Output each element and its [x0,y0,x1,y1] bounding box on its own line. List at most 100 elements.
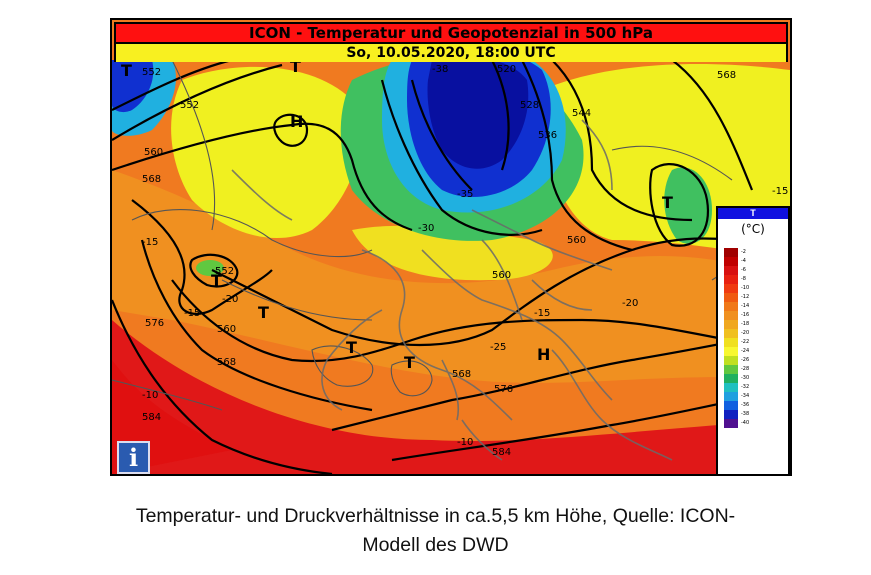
legend-tick-label: -2 [741,249,746,255]
legend-swatch: -38 [724,410,749,419]
low-pressure-label: T [258,303,269,322]
legend-swatch: -34 [724,392,749,401]
contour-label: 552 [142,67,161,78]
legend-tick-label: -34 [741,393,750,399]
caption-line-2: Modell des DWD [362,534,509,556]
legend-swatch: -16 [724,311,749,320]
contour-label: -15 [142,237,158,248]
contour-label: 560 [217,324,236,335]
contour-label: -20 [222,294,238,305]
cold-corner-nw-inner [112,60,154,113]
dark-blue-zone [427,56,529,169]
contour-label: 568 [217,357,236,368]
legend-swatch: -40 [724,419,749,428]
legend-header: T [718,208,788,219]
contour-label: -10 [457,437,473,448]
legend-tick-label: -32 [741,384,750,390]
green-zone-east [664,167,712,244]
map-title-bar: ICON - Temperatur und Geopotenzial in 50… [114,22,788,62]
contour-label: -35 [457,189,473,200]
yellow-zone-central [352,225,553,281]
contour-label: 568 [717,70,736,81]
legend-tick-label: -36 [741,402,750,408]
yellow-zone-north [171,66,360,239]
contour-label: 568 [142,174,161,185]
contour-label: -38 [432,64,448,75]
legend-swatch: -36 [724,401,749,410]
contour-label: 544 [572,108,591,119]
contour-label: 584 [142,412,161,423]
legend-swatch: -18 [724,320,749,329]
contour-label: 568 [452,369,471,380]
contour-label: -15 [184,308,200,319]
weather-map: T H T T T T T H T 552 552 560 568 -15 552 -20 -1… [112,20,790,474]
legend-tick-label: -10 [741,285,750,291]
contour-label: 552 [215,266,234,277]
legend-swatch: -2 [724,248,746,257]
contour-label: -15 [534,308,550,319]
legend-swatch: -10 [724,284,749,293]
figure-caption: Temperatur- und Druckverhältnisse in ca.… [0,502,871,560]
weather-map-frame: T H T T T T T H T 552 552 560 568 -15 552 -20 -1… [110,18,792,476]
legend-swatch: -14 [724,302,749,311]
contour-label: 536 [538,130,557,141]
contour-label: -15 [772,186,788,197]
high-pressure-label: H [537,345,550,364]
legend-tick-label: -4 [741,258,746,264]
temperature-legend: T (°C) -2 -4 -6 -8 -10 -12 -14 -16 -18 -20 -22 -24-… [716,206,790,474]
low-pressure-label: T [121,61,132,80]
legend-tick-label: -38 [741,411,750,417]
contour-label: 576 [494,384,513,395]
country-borders [231,119,673,461]
map-title: ICON - Temperatur und Geopotenzial in 50… [116,24,786,42]
low-pressure-label: T [290,57,301,76]
contour-label: 528 [520,100,539,111]
legend-swatch: -32 [724,383,749,392]
low-pressure-label: T [404,353,415,372]
legend-tick-label: -20 [741,330,750,336]
legend-tick-label: -18 [741,321,750,327]
contour-label: -25 [490,342,506,353]
contour-label: 584 [492,447,511,458]
legend-swatch: -26 [724,356,749,365]
orange-zone [112,170,790,383]
low-pressure-label: T [346,338,357,357]
legend-tick-label: -28 [741,366,750,372]
legend-tick-label: -8 [741,276,746,282]
pressure-system-labels: T H T T T T T H T [121,57,673,372]
red-zone-south [112,320,790,474]
legend-tick-label: -22 [741,339,750,345]
high-pressure-label: H [290,112,303,131]
legend-tick-label: -24 [741,348,750,354]
legend-tick-label: -40 [741,420,750,426]
legend-swatch: -20 [724,329,749,338]
legend-swatch: -24 [724,347,749,356]
contour-label: 560 [492,270,511,281]
info-button[interactable]: i [117,441,150,474]
legend-swatch: -12 [724,293,749,302]
legend-tick-label: -16 [741,312,750,318]
contour-label: -20 [622,298,638,309]
legend-tick-label: -12 [741,294,750,300]
legend-color-scale: -2 -4 -6 -8 -10 -12 -14 -16 -18 -20 -22 -24 -26 -28 -3… [724,248,749,428]
contour-label: 560 [567,235,586,246]
legend-tick-label: -30 [741,375,750,381]
contour-label: -10 [142,390,158,401]
legend-tick-label: -14 [741,303,750,309]
map-datetime: So, 10.05.2020, 18:00 UTC [116,42,786,62]
contour-label: 520 [497,64,516,75]
low-pressure-label: T [662,193,673,212]
legend-tick-label: -6 [741,267,746,273]
contour-label: 552 [180,100,199,111]
caption-line-1: Temperatur- und Druckverhältnisse in ca.… [135,505,736,527]
legend-unit: (°C) [741,222,765,236]
low-pressure-label: T [211,271,222,290]
legend-tick-label: -26 [741,357,750,363]
contour-label: 576 [145,318,164,329]
legend-swatch: -22 [724,338,749,347]
contour-label: 560 [144,147,163,158]
legend-swatch: -28 [724,365,749,374]
legend-swatch: -4 [724,257,746,266]
contour-labels: 552 552 560 568 -15 552 -20 -15 560 576 … [142,64,788,458]
legend-swatch: -6 [724,266,746,275]
